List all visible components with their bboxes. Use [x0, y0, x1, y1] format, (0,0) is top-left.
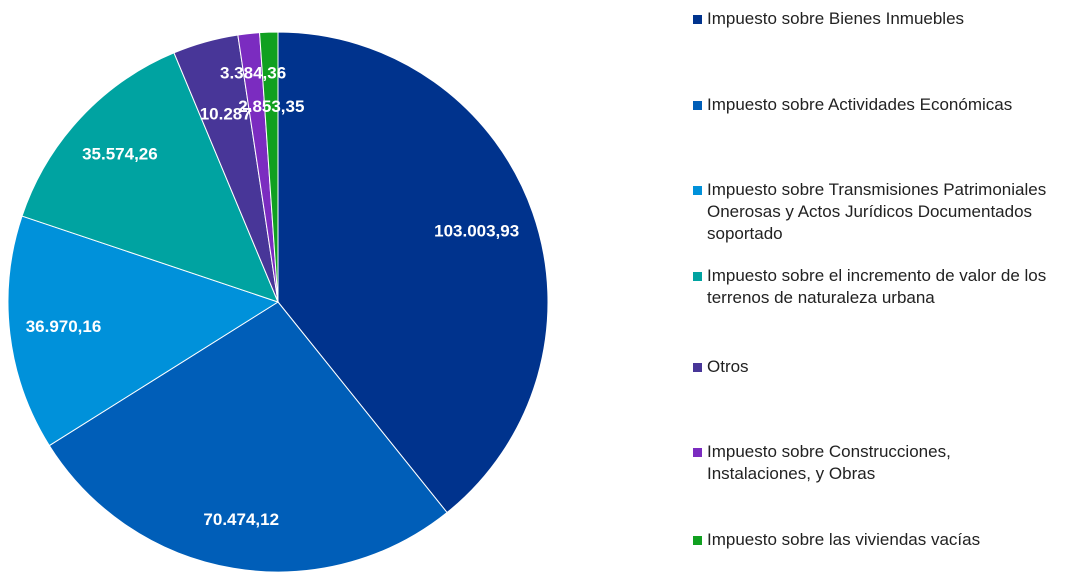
pie-slice — [277, 31, 549, 514]
pie-slice — [21, 52, 279, 303]
legend-label: Otros — [707, 357, 749, 376]
legend-swatch — [693, 536, 702, 545]
legend-label: Impuesto sobre las viviendas vacías — [707, 530, 981, 549]
legend-label: Impuesto sobre Transmisiones Patrimonial… — [707, 180, 1047, 243]
data-label: 10.287 — [200, 104, 252, 123]
legend-item: Impuesto sobre Actividades Económicas — [693, 94, 1063, 116]
pie-slice — [259, 31, 279, 303]
legend-swatch — [693, 186, 702, 195]
data-label: 103.003,93 — [434, 222, 519, 241]
legend-item: Impuesto sobre Transmisiones Patrimonial… — [693, 179, 1063, 245]
legend-item: Impuesto sobre Bienes Inmuebles — [693, 8, 1063, 30]
legend-item: Impuesto sobre el incremento de valor de… — [693, 265, 1063, 309]
legend-swatch — [693, 101, 702, 110]
pie-slice — [48, 301, 448, 573]
legend-swatch — [693, 363, 702, 372]
pie-slice — [7, 215, 280, 447]
data-label: 3.384,36 — [220, 63, 286, 82]
legend-swatch — [693, 15, 702, 24]
legend-swatch — [693, 448, 702, 457]
legend-item: Impuesto sobre las viviendas vacías — [693, 529, 1063, 551]
legend-label: Impuesto sobre Bienes Inmuebles — [707, 9, 965, 28]
legend-label: Impuesto sobre Actividades Económicas — [707, 95, 1013, 114]
data-label: 35.574,26 — [82, 144, 158, 163]
legend-item: Otros — [693, 356, 1063, 378]
legend-swatch — [693, 272, 702, 281]
legend-item: Impuesto sobre Construcciones, Instalaci… — [693, 441, 1063, 485]
pie-area: 103.003,93 70.474,12 36.970,16 35.574,26 10.… — [7, 31, 549, 573]
legend-label: Impuesto sobre Construcciones, Instalaci… — [707, 442, 951, 483]
data-label: 2.853,35 — [238, 97, 304, 116]
legend-label: Impuesto sobre el incremento de valor de… — [707, 266, 1047, 307]
data-label: 70.474,12 — [203, 510, 279, 529]
data-label: 36.970,16 — [26, 317, 102, 336]
